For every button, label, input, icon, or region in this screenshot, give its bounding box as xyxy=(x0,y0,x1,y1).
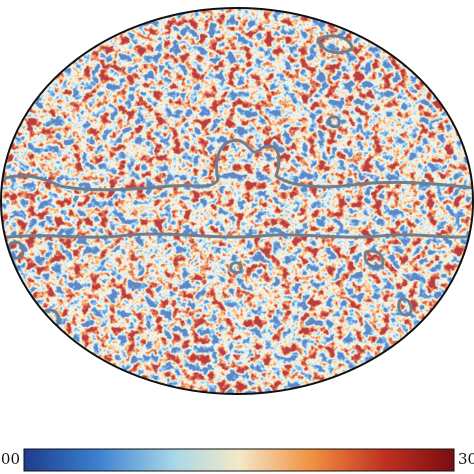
colorbar-max-label: 300 xyxy=(458,450,474,468)
colorbar-min-label: −300 xyxy=(0,450,20,468)
colorbar xyxy=(23,448,455,472)
temperature-field xyxy=(1,8,473,394)
mask-outline xyxy=(1,34,473,328)
map-border xyxy=(0,7,474,395)
sky-map xyxy=(1,8,473,394)
